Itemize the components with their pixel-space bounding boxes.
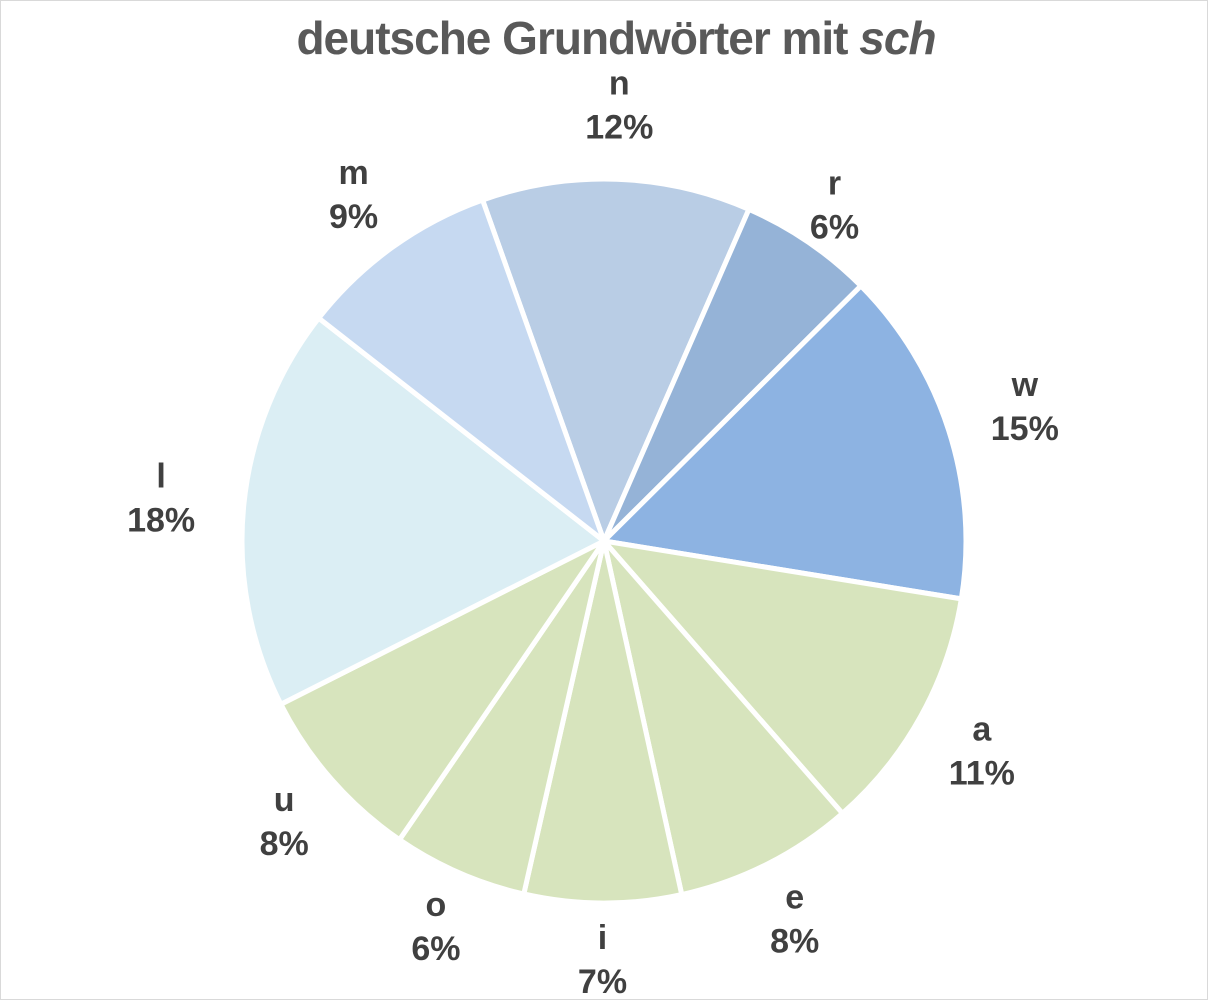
pie-label-percent: 15% xyxy=(991,410,1059,448)
pie-label-percent: 6% xyxy=(810,208,859,246)
pie-label-category: w xyxy=(1011,366,1039,404)
pie-label-category: m xyxy=(338,154,368,192)
pie-slice-m xyxy=(316,197,607,544)
pie-label-category: u xyxy=(274,781,295,819)
pie-label-o: o 6% xyxy=(411,886,460,968)
pie-label-percent: 9% xyxy=(329,198,378,236)
pie-label-percent: 7% xyxy=(578,963,627,1000)
pie-label-category: l xyxy=(156,458,165,496)
pie-label-w: w 15% xyxy=(991,366,1059,448)
chart-title-main: deutsche Grundwörter mit xyxy=(296,12,848,64)
pie-slice-u xyxy=(278,538,607,843)
pie-label-i: i 7% xyxy=(578,919,627,1000)
pie-label-n: n 12% xyxy=(585,64,653,146)
pie-label-u: u 8% xyxy=(260,781,309,863)
pie-label-category: o xyxy=(426,886,447,924)
pie-label-m: m 9% xyxy=(329,154,378,236)
pie-label-a: a 11% xyxy=(949,710,1015,792)
pie-slice-l xyxy=(239,315,607,707)
pie-slice-w xyxy=(601,283,969,602)
pie-slice-o xyxy=(396,538,607,897)
pie-slice-n xyxy=(480,176,752,544)
pie-label-category: n xyxy=(609,64,630,102)
pie-label-category: e xyxy=(785,879,804,917)
pie-label-r: r 6% xyxy=(810,164,859,246)
pie-label-percent: 11% xyxy=(949,754,1015,792)
pie-label-percent: 8% xyxy=(770,923,819,961)
pie-label-percent: 8% xyxy=(260,825,309,863)
pie-label-category: i xyxy=(598,919,607,957)
pie-label-e: e 8% xyxy=(770,879,819,961)
chart-title: deutsche Grundwörter mit sch xyxy=(1,11,1208,65)
pie-label-l: l 18% xyxy=(127,458,195,540)
pie-labels: n 12% r 6% w 15% a 11% e 8% i 7% o 6% u 8% l 18% m 9% xyxy=(127,64,1059,1000)
pie-slice-a xyxy=(601,538,964,816)
pie-label-percent: 12% xyxy=(585,108,653,146)
pie-label-percent: 18% xyxy=(127,502,195,540)
pie-slice-r xyxy=(601,206,864,544)
chart-title-italic: sch xyxy=(859,12,936,64)
pie-slices xyxy=(239,176,969,906)
pie-label-category: a xyxy=(972,710,992,748)
pie-label-percent: 6% xyxy=(411,930,460,968)
pie-label-category: r xyxy=(828,164,841,202)
pie-slice-i xyxy=(521,538,685,906)
